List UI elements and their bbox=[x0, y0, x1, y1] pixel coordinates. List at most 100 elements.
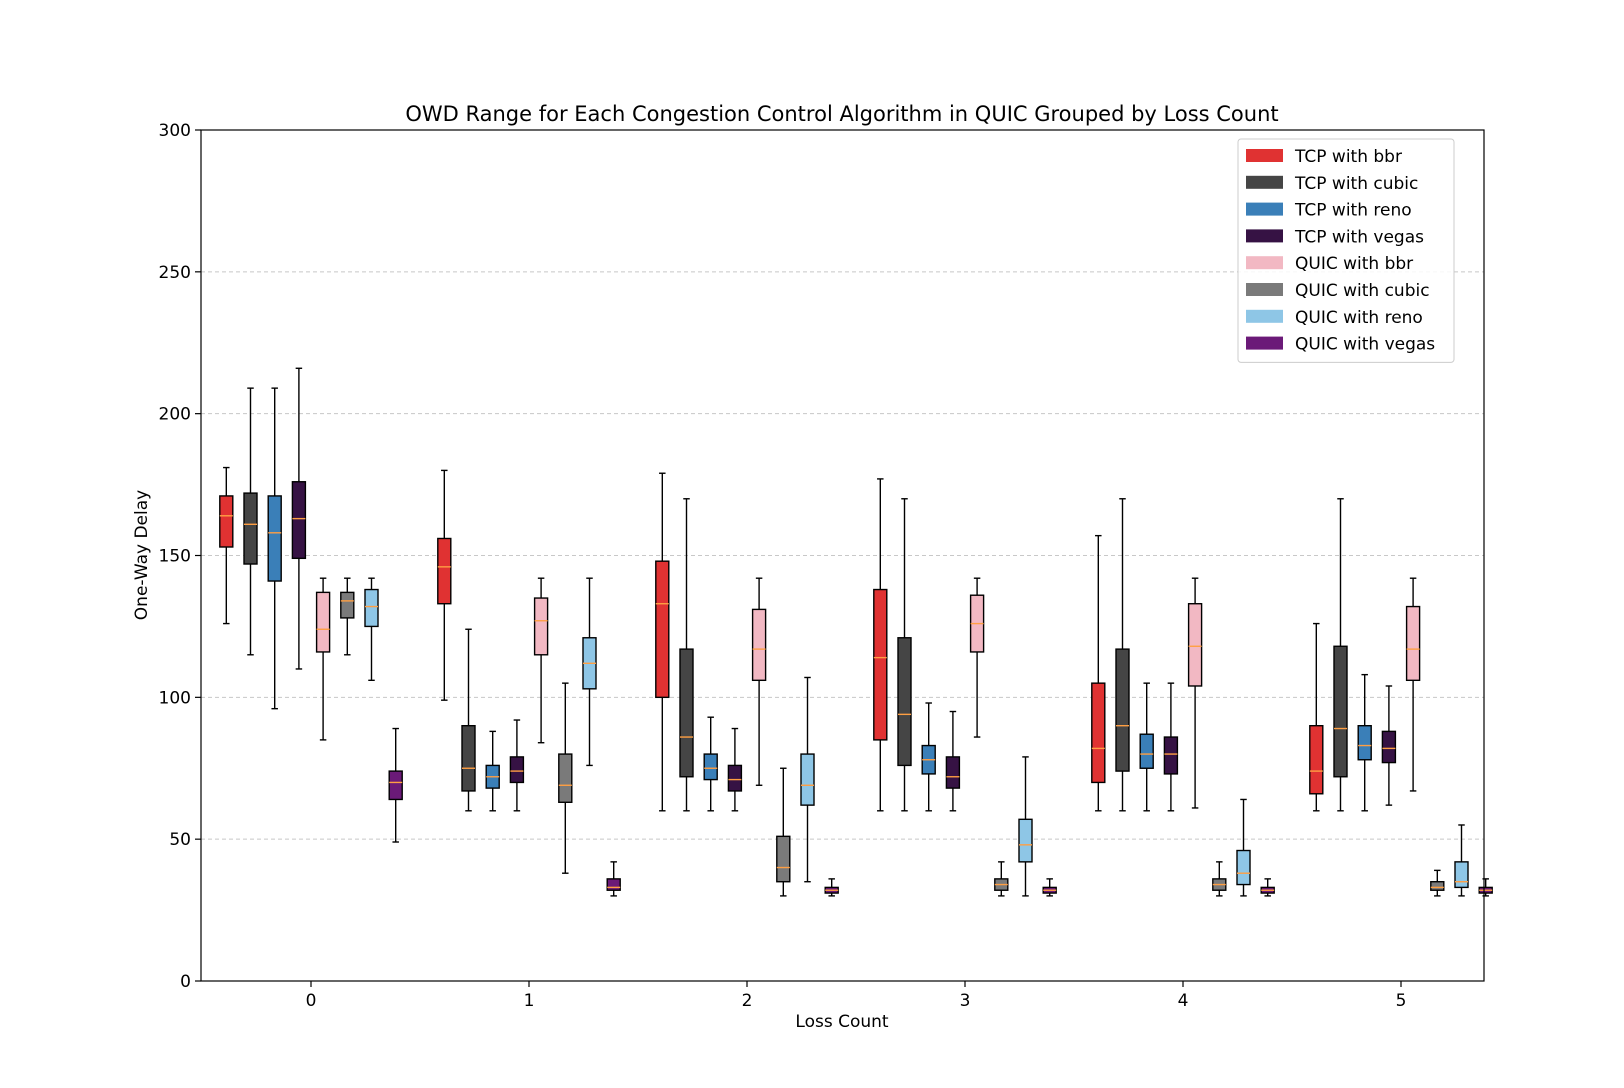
box-quic-with-bbr-loss-2 bbox=[751, 577, 767, 786]
iqr-box bbox=[1381, 730, 1397, 764]
iqr-box bbox=[437, 537, 452, 605]
box-tcp-with-vegas-loss-2 bbox=[727, 727, 743, 812]
legend-swatch bbox=[1246, 149, 1283, 162]
legend-swatch bbox=[1246, 175, 1283, 189]
y-tick-label: 100 bbox=[159, 688, 191, 708]
iqr-box bbox=[873, 588, 888, 741]
iqr-box bbox=[1309, 725, 1324, 795]
box-tcp-with-cubic-loss-1 bbox=[461, 628, 476, 812]
x-tick-label: 5 bbox=[1396, 991, 1407, 1011]
iqr-box bbox=[606, 878, 621, 891]
iqr-box bbox=[897, 637, 912, 767]
legend-entry-label: TCP with reno bbox=[1294, 201, 1412, 221]
iqr-box bbox=[509, 756, 525, 784]
box-quic-with-reno-loss-0 bbox=[364, 577, 379, 682]
box-tcp-with-vegas-loss-3 bbox=[945, 710, 961, 812]
legend-swatch bbox=[1246, 309, 1283, 323]
legend-entry-label: TCP with vegas bbox=[1294, 227, 1424, 247]
box-tcp-with-bbr-loss-1 bbox=[437, 469, 452, 701]
box-quic-with-cubic-loss-1 bbox=[558, 682, 573, 874]
box-quic-with-cubic-loss-2 bbox=[776, 767, 791, 897]
box-series-group bbox=[219, 367, 1493, 897]
iqr-box bbox=[1115, 648, 1130, 772]
box-quic-with-bbr-loss-0 bbox=[315, 577, 331, 741]
y-tick-label: 300 bbox=[159, 121, 191, 141]
box-quic-with-reno-loss-5 bbox=[1454, 824, 1469, 897]
box-tcp-with-reno-loss-3 bbox=[921, 702, 936, 812]
iqr-box bbox=[267, 495, 282, 582]
iqr-box bbox=[291, 481, 307, 560]
legend-entry-label: QUIC with bbr bbox=[1295, 254, 1413, 274]
x-tick-label: 3 bbox=[960, 991, 971, 1011]
box-quic-with-vegas-loss-3 bbox=[1042, 878, 1057, 897]
box-quic-with-reno-loss-4 bbox=[1236, 798, 1251, 897]
box-quic-with-cubic-loss-5 bbox=[1430, 869, 1445, 897]
y-tick-label: 200 bbox=[159, 405, 191, 425]
box-quic-with-bbr-loss-4 bbox=[1187, 577, 1203, 809]
iqr-box bbox=[655, 560, 670, 699]
iqr-box bbox=[219, 495, 234, 548]
iqr-box bbox=[558, 753, 573, 803]
iqr-box bbox=[751, 608, 767, 682]
box-quic-with-cubic-loss-3 bbox=[994, 861, 1009, 897]
legend-swatch bbox=[1246, 256, 1283, 270]
box-tcp-with-vegas-loss-4 bbox=[1163, 682, 1179, 812]
y-axis-label: One-Way Delay bbox=[132, 490, 152, 620]
iqr-box bbox=[679, 648, 694, 778]
iqr-box bbox=[364, 588, 379, 628]
box-tcp-with-cubic-loss-2 bbox=[679, 498, 694, 812]
iqr-box bbox=[1018, 818, 1033, 863]
box-tcp-with-vegas-loss-5 bbox=[1381, 685, 1397, 806]
x-tick-label: 1 bbox=[524, 991, 535, 1011]
iqr-box bbox=[533, 597, 549, 656]
box-tcp-with-cubic-loss-4 bbox=[1115, 498, 1130, 812]
iqr-box bbox=[388, 770, 403, 801]
axis-ticks: 0 50 100 150 200 250 300 0 1 2 3 4 5 bbox=[159, 121, 1407, 1011]
iqr-box bbox=[1333, 645, 1348, 778]
iqr-box bbox=[945, 756, 961, 789]
box-tcp-with-reno-loss-1 bbox=[485, 730, 500, 812]
box-tcp-with-bbr-loss-3 bbox=[873, 478, 888, 812]
iqr-box bbox=[1236, 849, 1251, 886]
iqr-box bbox=[1187, 603, 1203, 687]
iqr-box bbox=[1163, 736, 1179, 775]
x-tick-label: 2 bbox=[742, 991, 753, 1011]
grid-lines bbox=[201, 271, 1484, 840]
box-quic-with-vegas-loss-0 bbox=[388, 727, 403, 843]
iqr-box bbox=[1091, 682, 1106, 784]
iqr-box bbox=[703, 753, 718, 781]
iqr-box bbox=[800, 753, 815, 806]
x-axis-label: Loss Count bbox=[795, 1012, 889, 1032]
box-tcp-with-vegas-loss-0 bbox=[291, 367, 307, 670]
iqr-box bbox=[1357, 725, 1372, 761]
box-tcp-with-reno-loss-5 bbox=[1357, 673, 1372, 812]
box-tcp-with-vegas-loss-1 bbox=[509, 719, 525, 812]
box-tcp-with-reno-loss-0 bbox=[267, 387, 282, 710]
legend-swatch bbox=[1246, 202, 1283, 216]
legend-swatch bbox=[1246, 229, 1283, 243]
iqr-box bbox=[1139, 733, 1154, 769]
iqr-box bbox=[727, 764, 743, 792]
box-quic-with-reno-loss-2 bbox=[800, 676, 815, 883]
chart-title: OWD Range for Each Congestion Control Al… bbox=[405, 102, 1278, 126]
iqr-box bbox=[461, 725, 476, 792]
legend-entry-label: QUIC with cubic bbox=[1295, 281, 1430, 301]
legend-swatch bbox=[1246, 283, 1283, 296]
box-tcp-with-cubic-loss-0 bbox=[243, 387, 258, 656]
x-tick-label: 0 bbox=[306, 991, 317, 1011]
iqr-box bbox=[315, 591, 331, 653]
y-tick-label: 0 bbox=[180, 972, 191, 992]
iqr-box bbox=[1430, 881, 1445, 891]
y-tick-label: 50 bbox=[169, 830, 191, 850]
box-tcp-with-cubic-loss-5 bbox=[1333, 498, 1348, 812]
box-quic-with-cubic-loss-4 bbox=[1212, 861, 1227, 897]
iqr-box bbox=[1454, 861, 1469, 889]
iqr-box bbox=[243, 492, 258, 565]
box-tcp-with-bbr-loss-5 bbox=[1309, 622, 1324, 812]
box-quic-with-bbr-loss-3 bbox=[969, 577, 985, 738]
legend-entry-label: QUIC with vegas bbox=[1295, 335, 1435, 355]
legend-frame bbox=[1237, 138, 1455, 363]
iqr-box bbox=[340, 591, 355, 619]
